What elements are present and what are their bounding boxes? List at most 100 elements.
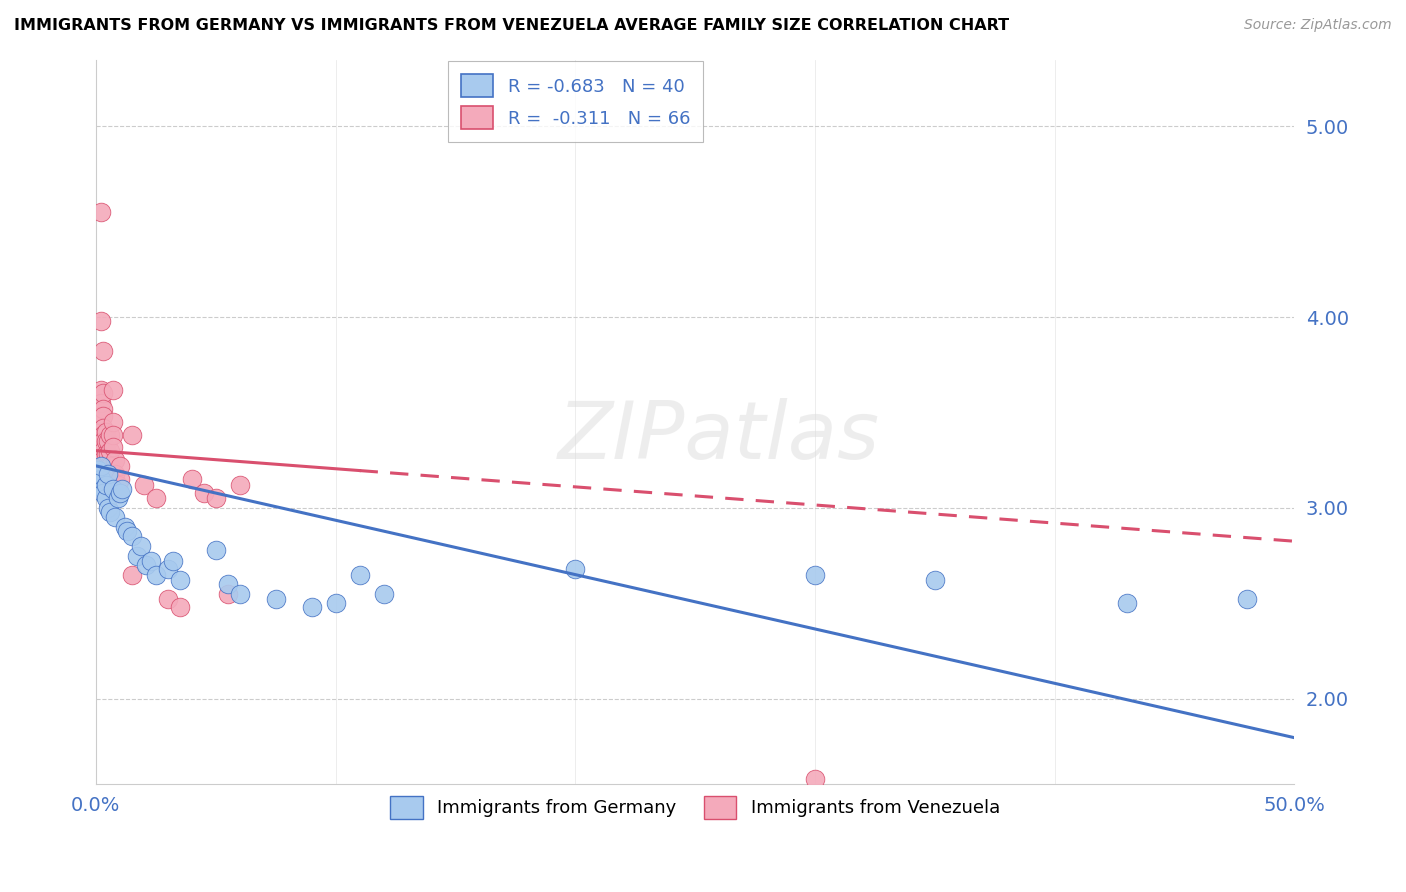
Point	[125, 549, 148, 563]
Point	[98, 428, 121, 442]
Point	[169, 600, 191, 615]
Point	[97, 458, 120, 473]
Point	[94, 447, 117, 461]
Point	[804, 567, 827, 582]
Point	[87, 467, 110, 481]
Point	[156, 592, 179, 607]
Point	[91, 485, 114, 500]
Point	[98, 458, 121, 473]
Point	[121, 567, 143, 582]
Point	[107, 491, 129, 506]
Point	[91, 344, 114, 359]
Point	[91, 482, 114, 496]
Point	[108, 458, 131, 473]
Point	[264, 592, 287, 607]
Point	[373, 587, 395, 601]
Point	[90, 482, 112, 496]
Point	[90, 434, 112, 448]
Point	[91, 453, 114, 467]
Point	[90, 425, 112, 439]
Point	[94, 463, 117, 477]
Point	[204, 542, 226, 557]
Point	[204, 491, 226, 506]
Point	[1115, 596, 1137, 610]
Point	[90, 396, 112, 410]
Point	[94, 425, 117, 439]
Point	[87, 447, 110, 461]
Point	[107, 485, 129, 500]
Point	[91, 458, 114, 473]
Point	[87, 463, 110, 477]
Point	[139, 554, 162, 568]
Point	[229, 478, 252, 492]
Legend: Immigrants from Germany, Immigrants from Venezuela: Immigrants from Germany, Immigrants from…	[384, 789, 1007, 826]
Point	[180, 472, 202, 486]
Point	[87, 443, 110, 458]
Point	[217, 587, 239, 601]
Point	[87, 467, 110, 481]
Point	[193, 485, 215, 500]
Point	[87, 472, 110, 486]
Point	[115, 524, 138, 538]
Point	[924, 574, 946, 588]
Point	[135, 558, 157, 572]
Point	[107, 478, 129, 492]
Point	[101, 428, 124, 442]
Point	[94, 478, 117, 492]
Text: Source: ZipAtlas.com: Source: ZipAtlas.com	[1244, 18, 1392, 32]
Point	[91, 434, 114, 448]
Point	[564, 562, 586, 576]
Point	[90, 383, 112, 397]
Point	[87, 463, 110, 477]
Point	[87, 458, 110, 473]
Point	[121, 428, 143, 442]
Point	[162, 554, 184, 568]
Point	[145, 491, 167, 506]
Point	[104, 510, 127, 524]
Point	[90, 443, 112, 458]
Point	[97, 447, 120, 461]
Point	[97, 467, 120, 481]
Point	[91, 401, 114, 416]
Point	[98, 505, 121, 519]
Point	[90, 463, 112, 477]
Point	[90, 409, 112, 424]
Point	[804, 772, 827, 786]
Point	[90, 314, 112, 328]
Point	[121, 529, 143, 543]
Point	[1236, 592, 1258, 607]
Point	[132, 478, 155, 492]
Point	[91, 478, 114, 492]
Point	[91, 467, 114, 481]
Point	[97, 467, 120, 481]
Point	[97, 434, 120, 448]
Point	[145, 567, 167, 582]
Point	[90, 453, 112, 467]
Point	[87, 453, 110, 467]
Point	[108, 472, 131, 486]
Point	[90, 472, 112, 486]
Point	[91, 421, 114, 435]
Point	[94, 491, 117, 506]
Point	[325, 596, 347, 610]
Point	[111, 482, 134, 496]
Point	[169, 574, 191, 588]
Point	[114, 520, 136, 534]
Point	[156, 562, 179, 576]
Point	[90, 205, 112, 219]
Point	[104, 453, 127, 467]
Text: IMMIGRANTS FROM GERMANY VS IMMIGRANTS FROM VENEZUELA AVERAGE FAMILY SIZE CORRELA: IMMIGRANTS FROM GERMANY VS IMMIGRANTS FR…	[14, 18, 1010, 33]
Text: ZIPatlas: ZIPatlas	[558, 398, 880, 475]
Point	[91, 386, 114, 401]
Point	[101, 482, 124, 496]
Point	[131, 539, 153, 553]
Point	[229, 587, 252, 601]
Point	[101, 440, 124, 454]
Point	[90, 458, 112, 473]
Point	[91, 428, 114, 442]
Point	[90, 472, 112, 486]
Point	[94, 434, 117, 448]
Point	[91, 443, 114, 458]
Point	[94, 472, 117, 486]
Point	[108, 485, 131, 500]
